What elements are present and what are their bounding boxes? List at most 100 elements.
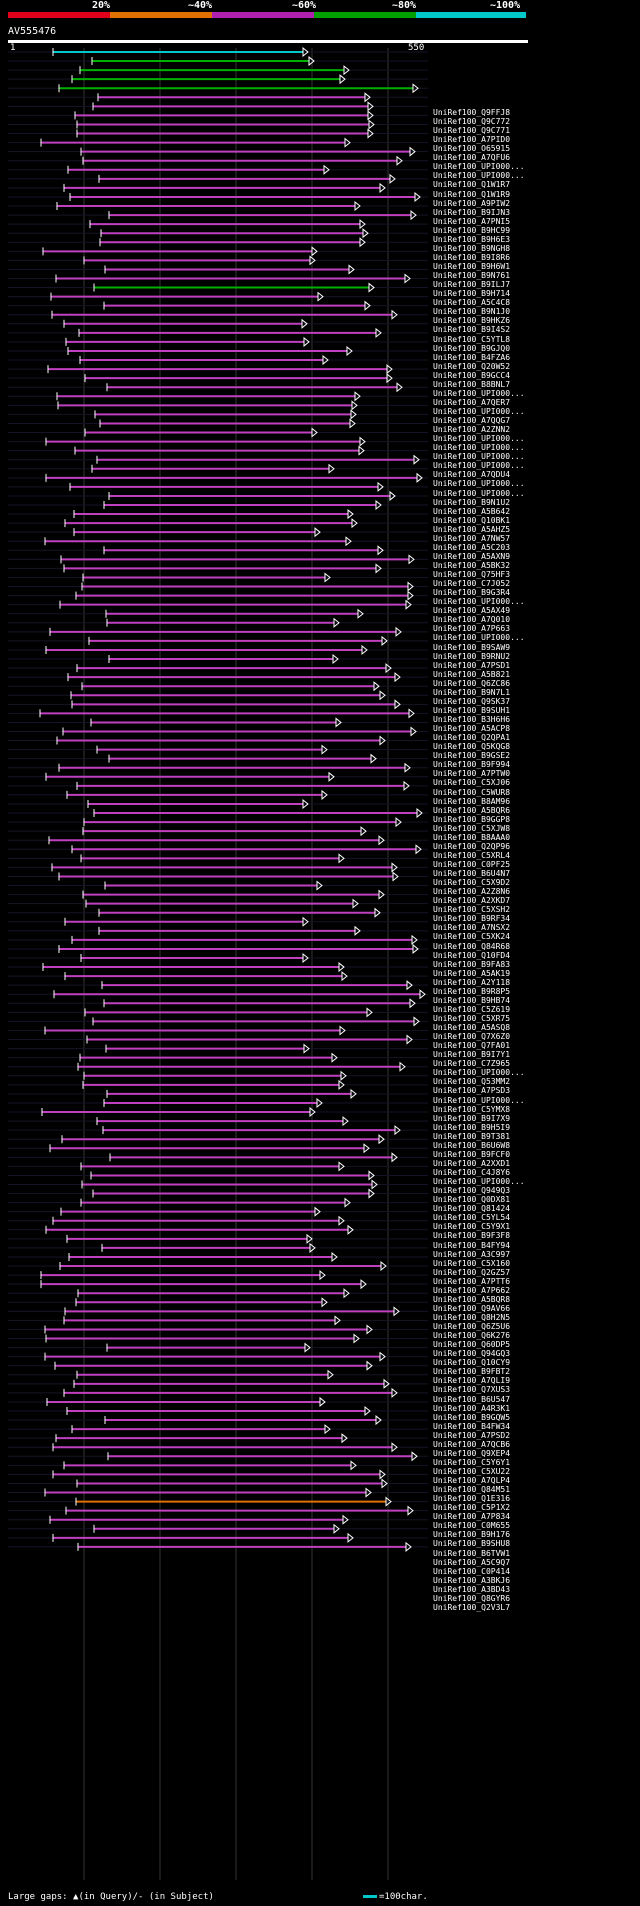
hit-label[interactable]: UniRef100_C5Z619: [433, 1004, 511, 1014]
hit-label[interactable]: UniRef100_A5BK32: [433, 561, 511, 570]
hit-label[interactable]: UniRef100_B9GCC4: [433, 370, 511, 380]
hit-label[interactable]: UniRef100_B9ILJ7: [433, 280, 511, 290]
hit-label[interactable]: UniRef100_Q949Q3: [433, 1186, 511, 1196]
hit-label[interactable]: UniRef100_A7QQG7: [433, 416, 511, 426]
hit-label[interactable]: UniRef100_Q7X6Z0: [433, 1032, 511, 1042]
hit-label[interactable]: UniRef100_A5ACP8: [433, 724, 511, 734]
hit-label[interactable]: UniRef100_A7PSD2: [433, 1430, 511, 1440]
hit-label[interactable]: UniRef100_Q10FD4: [433, 950, 511, 960]
hit-label[interactable]: UniRef100_B3H6H6: [433, 715, 511, 725]
hit-label[interactable]: UniRef100_A5AHZ5: [433, 524, 511, 534]
hit-label[interactable]: UniRef100_B9I4S2: [433, 325, 511, 335]
hit-label[interactable]: UniRef100_Q53MM2: [433, 1077, 511, 1087]
hit-label[interactable]: UniRef100_C5XR75: [433, 1014, 511, 1023]
hit-label[interactable]: UniRef100_A7P834: [433, 1512, 511, 1522]
hit-label[interactable]: UniRef100_C5P1X2: [433, 1503, 511, 1513]
hit-label[interactable]: UniRef100_B9F3F8: [433, 1231, 511, 1241]
hit-label[interactable]: UniRef100_A7QLI9: [433, 1376, 511, 1386]
hit-label[interactable]: UniRef100_Q1E316: [433, 1494, 511, 1504]
hit-label[interactable]: UniRef100_Q94GQ3: [433, 1349, 511, 1359]
hit-label[interactable]: UniRef100_Q6Z5U6: [433, 1322, 511, 1332]
hit-label[interactable]: UniRef100_C5Y9X1: [433, 1222, 511, 1232]
hit-label[interactable]: UniRef100_UPI000...: [433, 461, 525, 471]
hit-label[interactable]: UniRef100_C5Y6Y1: [433, 1457, 511, 1467]
hit-label[interactable]: UniRef100_Q1W1R9: [433, 189, 511, 199]
hit-label[interactable]: UniRef100_A5BQR6: [433, 805, 511, 815]
hit-label[interactable]: UniRef100_UPI000...: [433, 479, 525, 489]
hit-label[interactable]: UniRef100_C7Z965: [433, 1059, 511, 1069]
hit-label[interactable]: UniRef100_A7P662: [433, 1285, 511, 1295]
hit-label[interactable]: UniRef100_A7QER7: [433, 397, 511, 407]
hit-label[interactable]: UniRef100_UPI000...: [433, 1068, 525, 1078]
hit-label[interactable]: UniRef100_A7QLP4: [433, 1476, 511, 1486]
hit-label[interactable]: UniRef100_Q9AV66: [433, 1303, 511, 1313]
hit-label[interactable]: UniRef100_B9GQW5: [433, 1412, 511, 1422]
hit-label[interactable]: UniRef100_A7PSD3: [433, 1086, 511, 1096]
hit-label[interactable]: UniRef100_A5C4C8: [433, 298, 511, 308]
hit-label[interactable]: UniRef100_A7PID0: [433, 135, 511, 145]
hit-label[interactable]: UniRef100_Q10BK1: [433, 515, 511, 525]
hit-label[interactable]: UniRef100_C5WUR8: [433, 787, 511, 797]
hit-label[interactable]: UniRef100_A5AXN9: [433, 551, 511, 561]
hit-label[interactable]: UniRef100_UPI000...: [433, 488, 525, 498]
hit-label[interactable]: UniRef100_C7J052: [433, 579, 511, 589]
hit-label[interactable]: UniRef100_C5XSH2: [433, 905, 511, 915]
hit-label[interactable]: UniRef100_C5X160: [433, 1258, 511, 1268]
hit-label[interactable]: UniRef100_B8AM96: [433, 796, 511, 806]
hit-label[interactable]: UniRef100_A5AK19: [433, 968, 511, 978]
hit-label[interactable]: UniRef100_Q0DX81: [433, 1195, 511, 1205]
hit-label[interactable]: UniRef100_C5X9D2: [433, 878, 511, 888]
hit-label[interactable]: UniRef100_B4FW34: [433, 1421, 511, 1431]
hit-label[interactable]: UniRef100_UPI000...: [433, 633, 525, 643]
hit-label[interactable]: UniRef100_C5XRL4: [433, 850, 511, 860]
hit-label[interactable]: UniRef100_Q2QP96: [433, 841, 511, 851]
hit-label[interactable]: UniRef100_C4J8Y6: [433, 1168, 511, 1178]
hit-label[interactable]: UniRef100_C5XK24: [433, 932, 511, 942]
hit-label[interactable]: UniRef100_B9H176: [433, 1530, 511, 1540]
hit-label[interactable]: UniRef100_B6TVW1: [433, 1548, 511, 1558]
hit-label[interactable]: UniRef100_Q2V3L7: [433, 1602, 511, 1612]
hit-label[interactable]: UniRef100_A7QCB6: [433, 1439, 511, 1449]
hit-label[interactable]: UniRef100_A2Y118: [433, 977, 511, 987]
hit-label[interactable]: UniRef100_Q1W1R7: [433, 180, 511, 190]
hit-label[interactable]: UniRef100_A5ASQ8: [433, 1023, 511, 1033]
hit-label[interactable]: UniRef100_B9SAW9: [433, 642, 511, 652]
hit-label[interactable]: UniRef100_B9IJN3: [433, 207, 511, 217]
hit-label[interactable]: UniRef100_Q6ZC86: [433, 678, 511, 688]
hit-label[interactable]: UniRef100_UPI000...: [433, 406, 525, 416]
hit-label[interactable]: UniRef100_C0P414: [433, 1566, 511, 1576]
hit-label[interactable]: UniRef100_B9I7Y1: [433, 1050, 511, 1060]
hit-label[interactable]: UniRef100_A7PNI5: [433, 216, 511, 226]
hit-label[interactable]: UniRef100_UPI000...: [433, 597, 525, 607]
hit-label[interactable]: UniRef100_B9T381: [433, 1131, 511, 1141]
hit-label[interactable]: UniRef100_UPI000...: [433, 1177, 525, 1187]
hit-label[interactable]: UniRef100_B4FZA6: [433, 352, 511, 362]
hit-label[interactable]: UniRef100_Q9FFJ8: [433, 108, 511, 117]
hit-label[interactable]: UniRef100_A2XKD7: [433, 896, 511, 906]
hit-label[interactable]: UniRef100_B9GGP8: [433, 814, 511, 824]
hit-label[interactable]: UniRef100_Q9C772: [433, 117, 511, 127]
hit-label[interactable]: UniRef100_A7QDU4: [433, 470, 511, 480]
hit-label[interactable]: UniRef100_Q7FA01: [433, 1041, 511, 1051]
hit-label[interactable]: UniRef100_A5C9Q7: [433, 1557, 511, 1567]
hit-label[interactable]: UniRef100_A2Z8N6: [433, 887, 511, 897]
hit-label[interactable]: UniRef100_Q84R68: [433, 941, 511, 951]
hit-label[interactable]: UniRef100_B9G3R4: [433, 588, 511, 598]
hit-label[interactable]: UniRef100_B9HB74: [433, 995, 511, 1005]
hit-label[interactable]: UniRef100_Q8GYR6: [433, 1593, 511, 1603]
hit-label[interactable]: UniRef100_B9N1U2: [433, 497, 511, 507]
hit-label[interactable]: UniRef100_Q2QPA1: [433, 733, 511, 743]
hit-label[interactable]: UniRef100_B6U6W8: [433, 1140, 511, 1150]
hit-label[interactable]: UniRef100_O65915: [433, 144, 511, 154]
hit-label[interactable]: UniRef100_Q9XEP4: [433, 1448, 511, 1458]
hit-label[interactable]: UniRef100_B4FY94: [433, 1240, 511, 1250]
hit-label[interactable]: UniRef100_C5XJW8: [433, 823, 511, 833]
hit-label[interactable]: UniRef100_B9I7X9: [433, 1113, 511, 1123]
hit-label[interactable]: UniRef100_A5B821: [433, 669, 511, 679]
hit-label[interactable]: UniRef100_C5YMX8: [433, 1104, 511, 1114]
hit-label[interactable]: UniRef100_C5YL54: [433, 1213, 511, 1223]
hit-label[interactable]: UniRef100_C5XJ06: [433, 778, 511, 788]
hit-label[interactable]: UniRef100_A7PSD1: [433, 660, 511, 670]
hit-label[interactable]: UniRef100_Q60DP5: [433, 1340, 511, 1350]
hit-label[interactable]: UniRef100_B9SHU8: [433, 1539, 511, 1549]
